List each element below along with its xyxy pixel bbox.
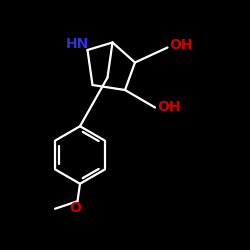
Text: OH: OH — [157, 100, 180, 114]
Text: HN: HN — [66, 37, 89, 51]
Text: O: O — [69, 200, 81, 214]
Text: OH: OH — [170, 38, 193, 52]
